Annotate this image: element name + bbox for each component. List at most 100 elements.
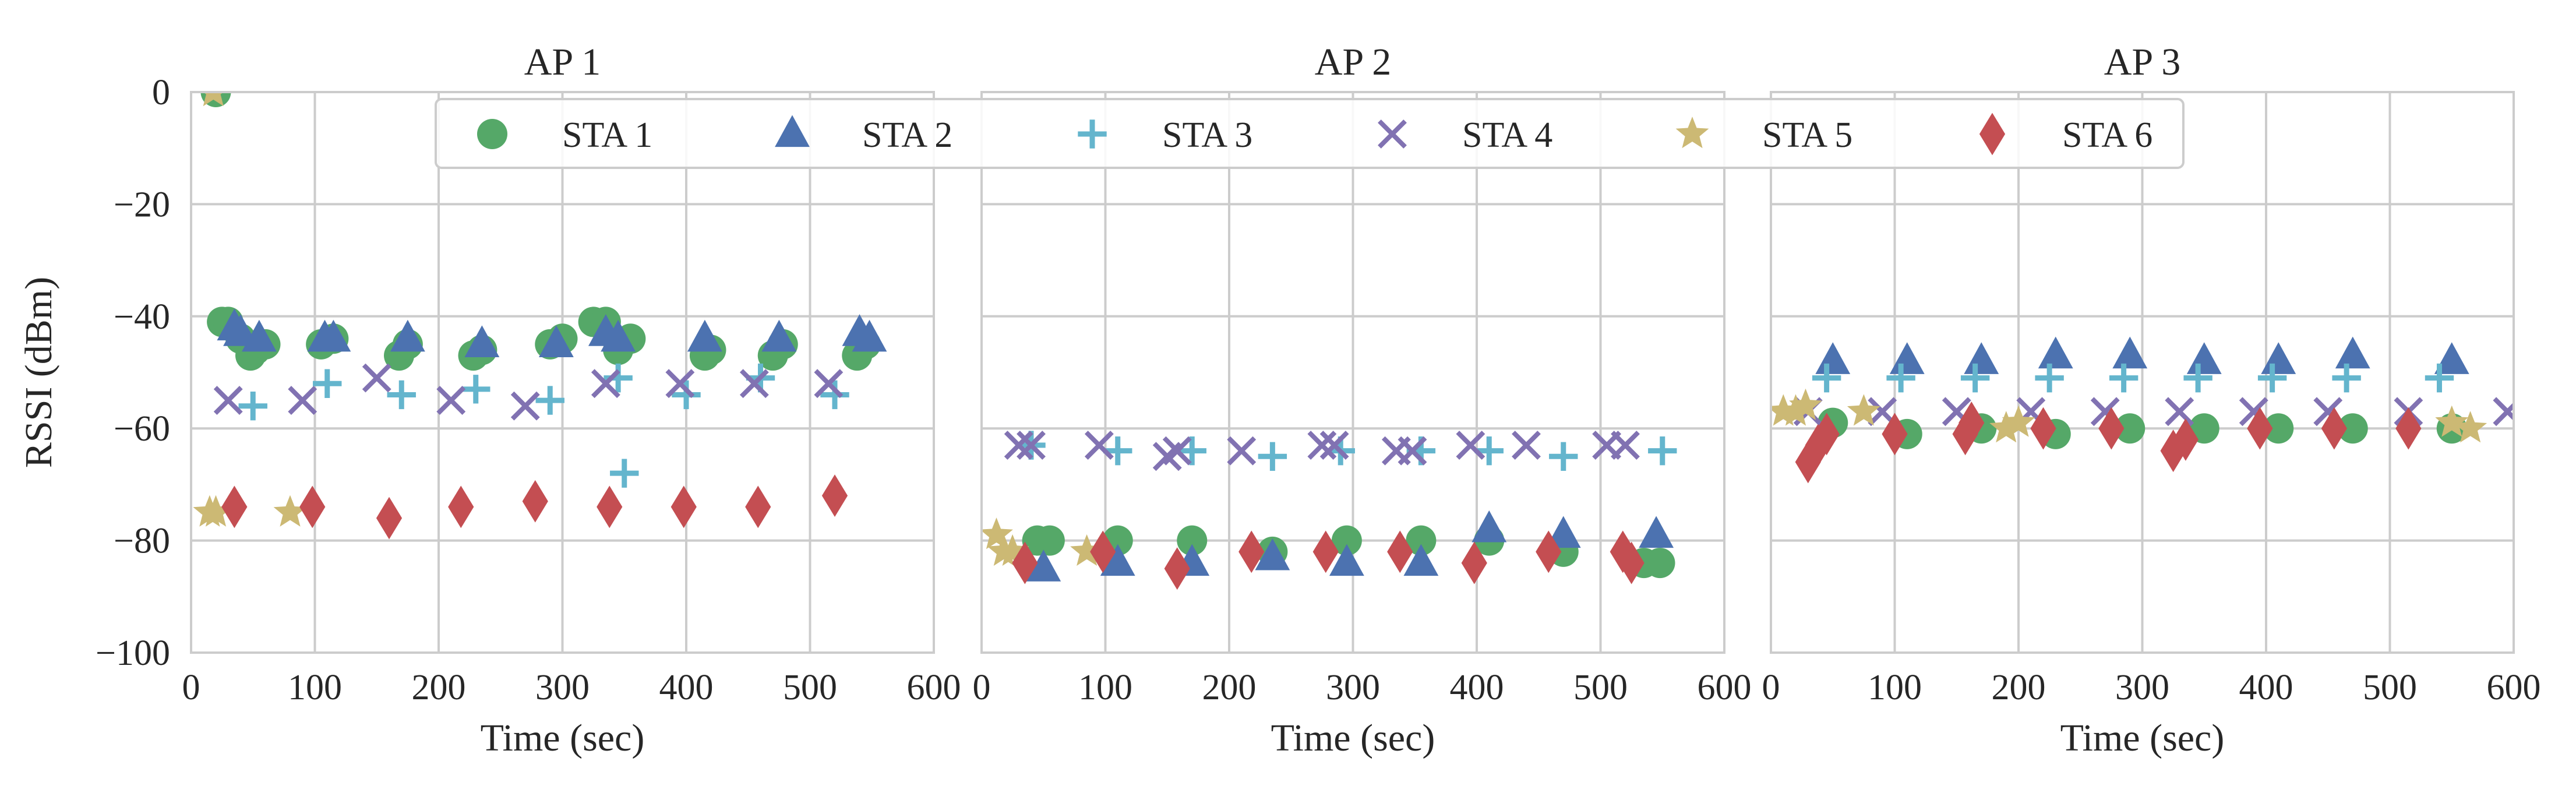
point-sta-5 <box>202 91 225 107</box>
y-tick-label: 0 <box>152 73 170 112</box>
point-sta-4 <box>591 369 620 399</box>
x-tick-label: 0 <box>973 668 991 707</box>
legend-marker-plus <box>1078 119 1107 149</box>
point-sta-5 <box>1779 394 1812 426</box>
legend-label: STA 4 <box>1462 115 1552 155</box>
legend-marker-circle <box>477 119 507 149</box>
point-sta-4 <box>665 369 695 399</box>
panel-ap3-grid <box>1771 92 2514 653</box>
point-sta-6 <box>1164 547 1190 590</box>
point-sta-4 <box>1611 431 1640 460</box>
legend-label: STA 1 <box>562 115 652 155</box>
point-sta-2 <box>316 319 351 352</box>
y-tick-label: −100 <box>96 633 170 673</box>
panel-ap1-title: AP 1 <box>524 41 601 83</box>
point-sta-6 <box>522 480 548 523</box>
point-sta-4 <box>814 369 844 399</box>
legend-item-sta-4: STA 4 <box>1378 115 1552 155</box>
point-sta-3 <box>1960 363 1990 393</box>
point-sta-3 <box>1812 363 1841 393</box>
point-sta-5 <box>1847 394 1880 426</box>
x-tick-label: 200 <box>1202 668 1257 707</box>
point-sta-4 <box>1307 431 1337 460</box>
point-sta-3 <box>2257 363 2287 393</box>
point-sta-3 <box>2332 363 2361 393</box>
point-sta-4 <box>1512 431 1541 460</box>
panel-ap2: AP 2 Time (sec) 0 100 200 300 400 500 600 <box>973 41 1752 759</box>
point-sta-4 <box>213 386 243 415</box>
point-sta-2 <box>390 319 425 352</box>
point-sta-3 <box>238 392 267 421</box>
point-sta-4 <box>1017 431 1046 460</box>
point-sta-3 <box>2183 363 2212 393</box>
point-sta-2 <box>2434 342 2469 374</box>
legend-label: STA 5 <box>1762 115 1852 155</box>
panel-ap3-marks <box>1771 336 2514 484</box>
panel-ap3-xticks: 0 100 200 300 400 500 600 <box>1762 668 2541 707</box>
point-sta-3 <box>1648 436 1677 466</box>
point-sta-6 <box>745 485 771 529</box>
legend-item-sta-6: STA 6 <box>1979 112 2152 156</box>
x-tick-label: 400 <box>1450 668 1504 707</box>
point-sta-6 <box>1813 413 1840 456</box>
point-sta-1 <box>1034 525 1065 556</box>
point-sta-1 <box>2263 413 2294 444</box>
point-sta-4 <box>2165 397 2194 427</box>
legend-marker-star <box>1675 117 1709 149</box>
point-sta-6 <box>597 485 623 529</box>
point-sta-5 <box>1789 388 1822 420</box>
x-tick-label: 500 <box>1573 668 1628 707</box>
y-tick-label: −20 <box>114 185 170 224</box>
point-sta-2 <box>1639 516 1674 548</box>
x-tick-label: 600 <box>2487 668 2541 707</box>
point-sta-4 <box>739 369 769 399</box>
point-sta-3 <box>820 380 849 410</box>
point-sta-5 <box>2002 405 2035 437</box>
x-tick-label: 300 <box>535 668 590 707</box>
point-sta-2 <box>687 319 722 352</box>
point-sta-3 <box>387 380 416 410</box>
point-sta-6 <box>448 485 474 529</box>
panel-ap2-frame <box>980 91 1725 654</box>
point-sta-5 <box>2435 405 2469 437</box>
point-sta-6 <box>1387 530 1413 573</box>
point-sta-6 <box>376 496 403 540</box>
point-sta-4 <box>1398 436 1427 466</box>
legend-marker-triangle <box>775 115 810 147</box>
point-sta-6 <box>299 485 326 529</box>
point-sta-3 <box>610 459 639 488</box>
legend-label: STA 3 <box>1162 115 1252 155</box>
legend-items: STA 1 STA 2 STA 3 STA 4 STA 5 STA 6 <box>477 112 2152 156</box>
point-sta-2 <box>1545 516 1581 548</box>
point-sta-3 <box>535 386 564 415</box>
y-axis-title: RSSI (dBm) <box>17 277 60 468</box>
point-sta-3 <box>2035 363 2064 393</box>
y-tick-label: −60 <box>114 409 170 449</box>
point-sta-2 <box>601 319 636 352</box>
x-tick-label: 400 <box>2239 668 2293 707</box>
point-sta-3 <box>461 375 491 404</box>
x-tick-label: 300 <box>1326 668 1380 707</box>
point-sta-5 <box>2454 411 2487 443</box>
panel-ap2-marks <box>982 431 1677 590</box>
panel-ap1-xticks: 0 100 200 300 400 500 600 <box>182 668 961 707</box>
x-tick-label: 300 <box>2115 668 2169 707</box>
panel-ap3-xlabel: Time (sec) <box>2060 717 2225 759</box>
point-sta-6 <box>1461 541 1487 584</box>
point-sta-1 <box>2337 413 2368 444</box>
point-sta-1 <box>2115 413 2146 444</box>
panel-ap1: AP 1 Time (sec) 0 100 200 300 400 500 600 <box>182 41 961 759</box>
point-sta-6 <box>1536 530 1562 573</box>
legend-marker-diamond <box>1979 112 2006 156</box>
legend-item-sta-5: STA 5 <box>1675 115 1852 155</box>
point-sta-1 <box>2189 413 2219 444</box>
point-sta-3 <box>2425 363 2454 393</box>
point-sta-1 <box>1331 525 1362 556</box>
point-sta-3 <box>1258 442 1287 471</box>
legend-label: STA 2 <box>862 115 952 155</box>
panel-ap2-title: AP 2 <box>1315 41 1391 83</box>
point-sta-5 <box>273 495 307 527</box>
point-sta-6 <box>1312 530 1339 573</box>
point-sta-3 <box>672 380 701 410</box>
